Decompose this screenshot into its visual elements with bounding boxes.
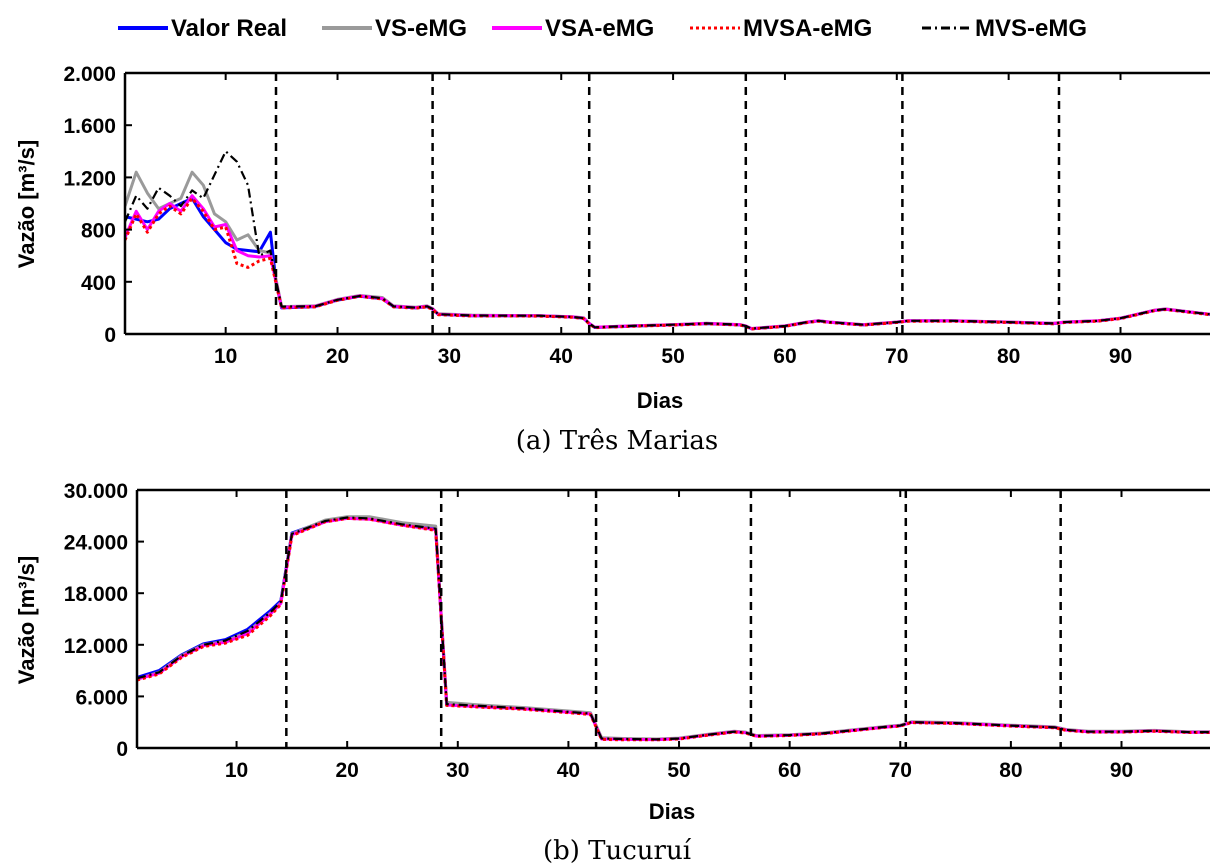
x-tick-label: 30 <box>438 345 461 368</box>
y-tick-label: 1.600 <box>63 115 116 138</box>
legend-label: VSA-eMG <box>545 15 654 42</box>
y-tick-label: 400 <box>81 272 116 295</box>
y-tick-label: 24.000 <box>64 532 128 555</box>
x-tick-label: 60 <box>778 759 801 782</box>
x-tick-label: 70 <box>889 759 912 782</box>
x-tick-label: 90 <box>1110 759 1133 782</box>
panel-tucurui: Vazão [m³/s] Dias (b) Tucuruí 10 20 30 40 50… <box>14 480 1210 866</box>
x-tick-label: 30 <box>446 759 469 782</box>
y-tick-label: 6.000 <box>75 686 128 709</box>
legend: Valor Real VS-eMG VSA-eMG MVSA-eMG MVS-eMG <box>118 15 1087 42</box>
panel-tres-marias: Vazão [m³/s] Dias (a) Três Marias 10 20 30… <box>14 63 1210 456</box>
x-tick-label: 90 <box>1109 345 1132 368</box>
panel-b-ylabel: Vazão [m³/s] <box>14 556 39 684</box>
panel-a-ylabel: Vazão [m³/s] <box>14 140 39 268</box>
series-line-mvsa-emg <box>137 516 1210 742</box>
series-line-vs-emg <box>125 170 1210 330</box>
legend-label: Valor Real <box>171 15 287 42</box>
y-tick-label: 30.000 <box>64 480 128 503</box>
x-tick-label: 20 <box>326 345 349 368</box>
series-line-valor-real <box>125 196 1210 331</box>
series-line-mvs-emg <box>125 150 1210 330</box>
series-group <box>125 150 1210 331</box>
x-tick-label: 60 <box>773 345 796 368</box>
x-tick-label: 70 <box>885 345 908 368</box>
panel-a-caption: (a) Três Marias <box>516 426 719 456</box>
series-line-mvsa-emg <box>125 196 1210 331</box>
series-line-vsa-emg <box>137 516 1210 742</box>
panel-b-xlabel: Dias <box>649 799 695 824</box>
series-line-vs-emg <box>137 515 1210 741</box>
y-tick-label: 0 <box>104 324 116 347</box>
y-tick-label: 1.200 <box>63 167 116 190</box>
y-tick-label: 0 <box>116 738 128 761</box>
x-tick-label: 50 <box>667 759 690 782</box>
series-group <box>137 515 1210 742</box>
legend-label: MVSA-eMG <box>743 15 872 42</box>
y-tick-label: 800 <box>81 220 116 243</box>
x-tick-label: 50 <box>661 345 684 368</box>
x-tick-label: 80 <box>999 759 1022 782</box>
legend-label: MVS-eMG <box>975 15 1087 42</box>
x-tick-label: 10 <box>214 345 237 368</box>
y-tick-label: 2.000 <box>63 63 116 86</box>
legend-label: VS-eMG <box>375 15 467 42</box>
x-tick-label: 40 <box>557 759 580 782</box>
x-tick-label: 10 <box>225 759 248 782</box>
x-tick-label: 80 <box>997 345 1020 368</box>
y-tick-label: 12.000 <box>64 635 128 658</box>
series-line-valor-real <box>137 516 1210 741</box>
series-line-mvs-emg <box>137 516 1210 741</box>
panel-a-xlabel: Dias <box>637 388 683 413</box>
x-tick-label: 20 <box>335 759 358 782</box>
y-tick-label: 18.000 <box>64 583 128 606</box>
panel-b-caption: (b) Tucuruí <box>543 836 692 866</box>
x-tick-label: 40 <box>550 345 573 368</box>
